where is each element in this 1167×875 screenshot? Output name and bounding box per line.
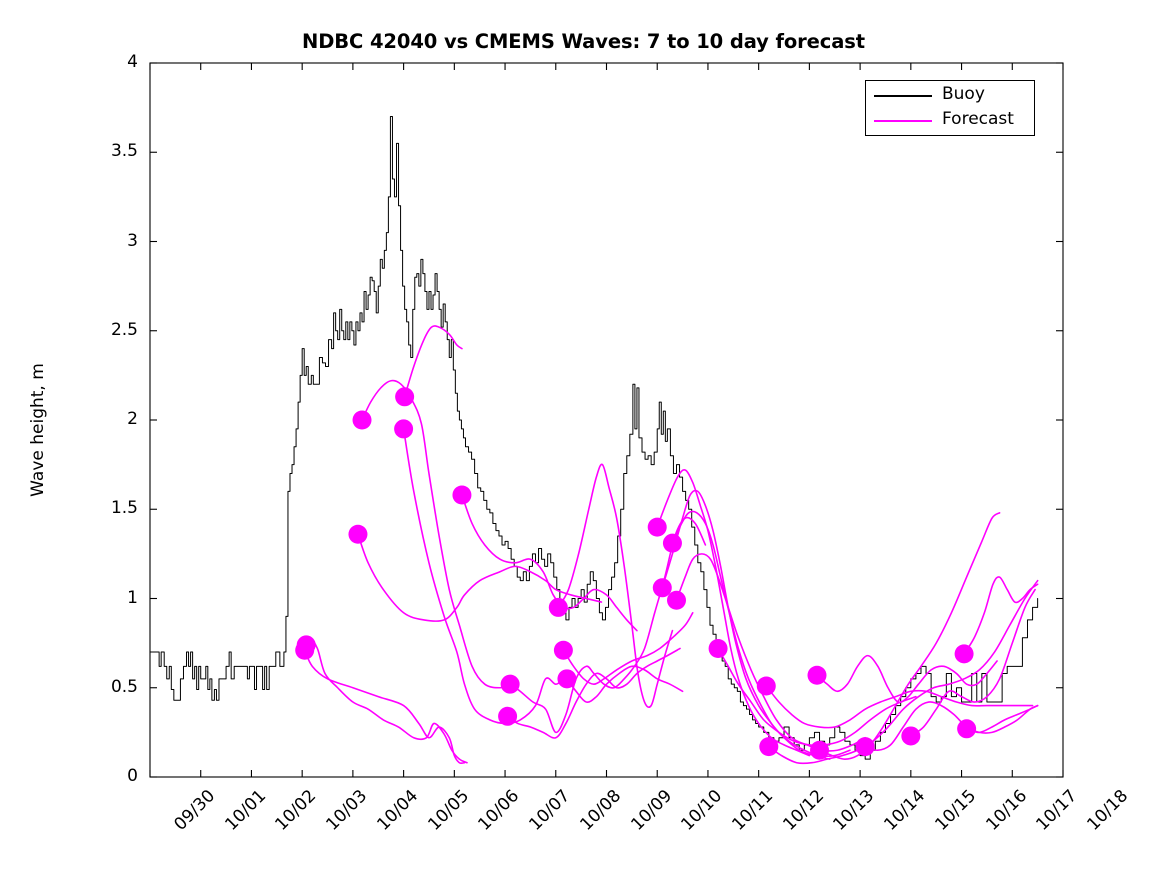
forecast-start-marker: [452, 485, 472, 505]
forecast-series-line: [671, 510, 851, 758]
forecast-series-line: [403, 325, 463, 398]
forecast-series-line: [816, 654, 998, 704]
axis-ticks: [149, 62, 1064, 778]
forecast-series-line: [765, 685, 1034, 729]
forecast-start-markers: [295, 387, 977, 760]
forecast-series-line: [305, 636, 468, 764]
forecast-series-line: [661, 489, 831, 760]
forecast-start-marker: [652, 578, 672, 598]
forecast-start-marker: [957, 719, 977, 739]
legend-swatch-forecast: [874, 120, 932, 122]
forecast-start-marker: [667, 590, 686, 610]
forecast-start-marker: [553, 640, 573, 660]
forecast-series-line: [357, 533, 603, 622]
forecast-start-marker: [394, 419, 414, 439]
forecast-start-marker: [548, 597, 568, 617]
forecast-series-line: [566, 665, 684, 703]
forecast-start-marker: [498, 706, 518, 726]
forecast-series-line: [562, 611, 694, 685]
forecast-start-marker: [395, 387, 415, 407]
forecast-series-line: [557, 463, 674, 708]
legend-label-forecast: Forecast: [942, 109, 1014, 129]
y-tick-label: 1: [127, 587, 138, 608]
forecast-series-line: [963, 576, 1039, 655]
legend-swatch-buoy: [874, 95, 932, 97]
forecast-start-marker: [352, 410, 372, 430]
forecast-start-marker: [647, 517, 667, 537]
forecast-series-line: [506, 647, 681, 739]
forecast-series-line: [717, 647, 917, 747]
y-tick-label: 2: [127, 409, 138, 429]
forecast-series-line: [361, 379, 519, 689]
y-tick-label: 2.5: [110, 319, 138, 340]
legend-row-buoy: Buoy: [874, 84, 1034, 107]
chart-title: NDBC 42040 vs CMEMS Waves: 7 to 10 day f…: [301, 30, 866, 53]
forecast-start-marker: [756, 676, 776, 696]
forecast-series-line: [818, 512, 1001, 760]
y-tick-label: 3: [127, 230, 138, 251]
legend: Buoy Forecast: [865, 80, 1035, 136]
forecast-series-line: [768, 579, 1039, 765]
forecast-start-marker: [296, 635, 316, 655]
y-tick-label: 0.5: [110, 676, 138, 697]
forecast-start-marker: [500, 674, 520, 694]
forecast-series-line: [910, 588, 1036, 737]
forecast-start-marker: [759, 737, 779, 757]
y-tick-label: 3.5: [110, 141, 138, 162]
forecast-series-line: [864, 701, 1039, 752]
forecast-series-line: [656, 469, 811, 757]
forecast-start-marker: [901, 726, 921, 746]
legend-label-buoy: Buoy: [942, 84, 985, 104]
forecast-start-marker: [708, 638, 728, 658]
forecast-start-marker: [662, 533, 682, 553]
forecast-start-marker: [557, 669, 577, 689]
series-lines: [149, 116, 1039, 765]
forecast-series-line: [303, 649, 466, 765]
forecast-start-marker: [954, 644, 974, 664]
legend-row-forecast: Forecast: [874, 109, 1034, 132]
forecast-start-marker: [855, 737, 875, 757]
y-tick-label: 1.5: [110, 498, 138, 519]
forecast-start-marker: [348, 524, 368, 544]
forecast-start-marker: [807, 665, 827, 685]
forecast-series-line: [402, 428, 565, 725]
buoy-series-line: [149, 116, 1039, 760]
forecast-series-line: [965, 704, 1039, 734]
forecast-start-marker: [810, 740, 830, 760]
y-tick-label: 4: [127, 52, 138, 72]
y-tick-label: 0: [127, 766, 138, 786]
